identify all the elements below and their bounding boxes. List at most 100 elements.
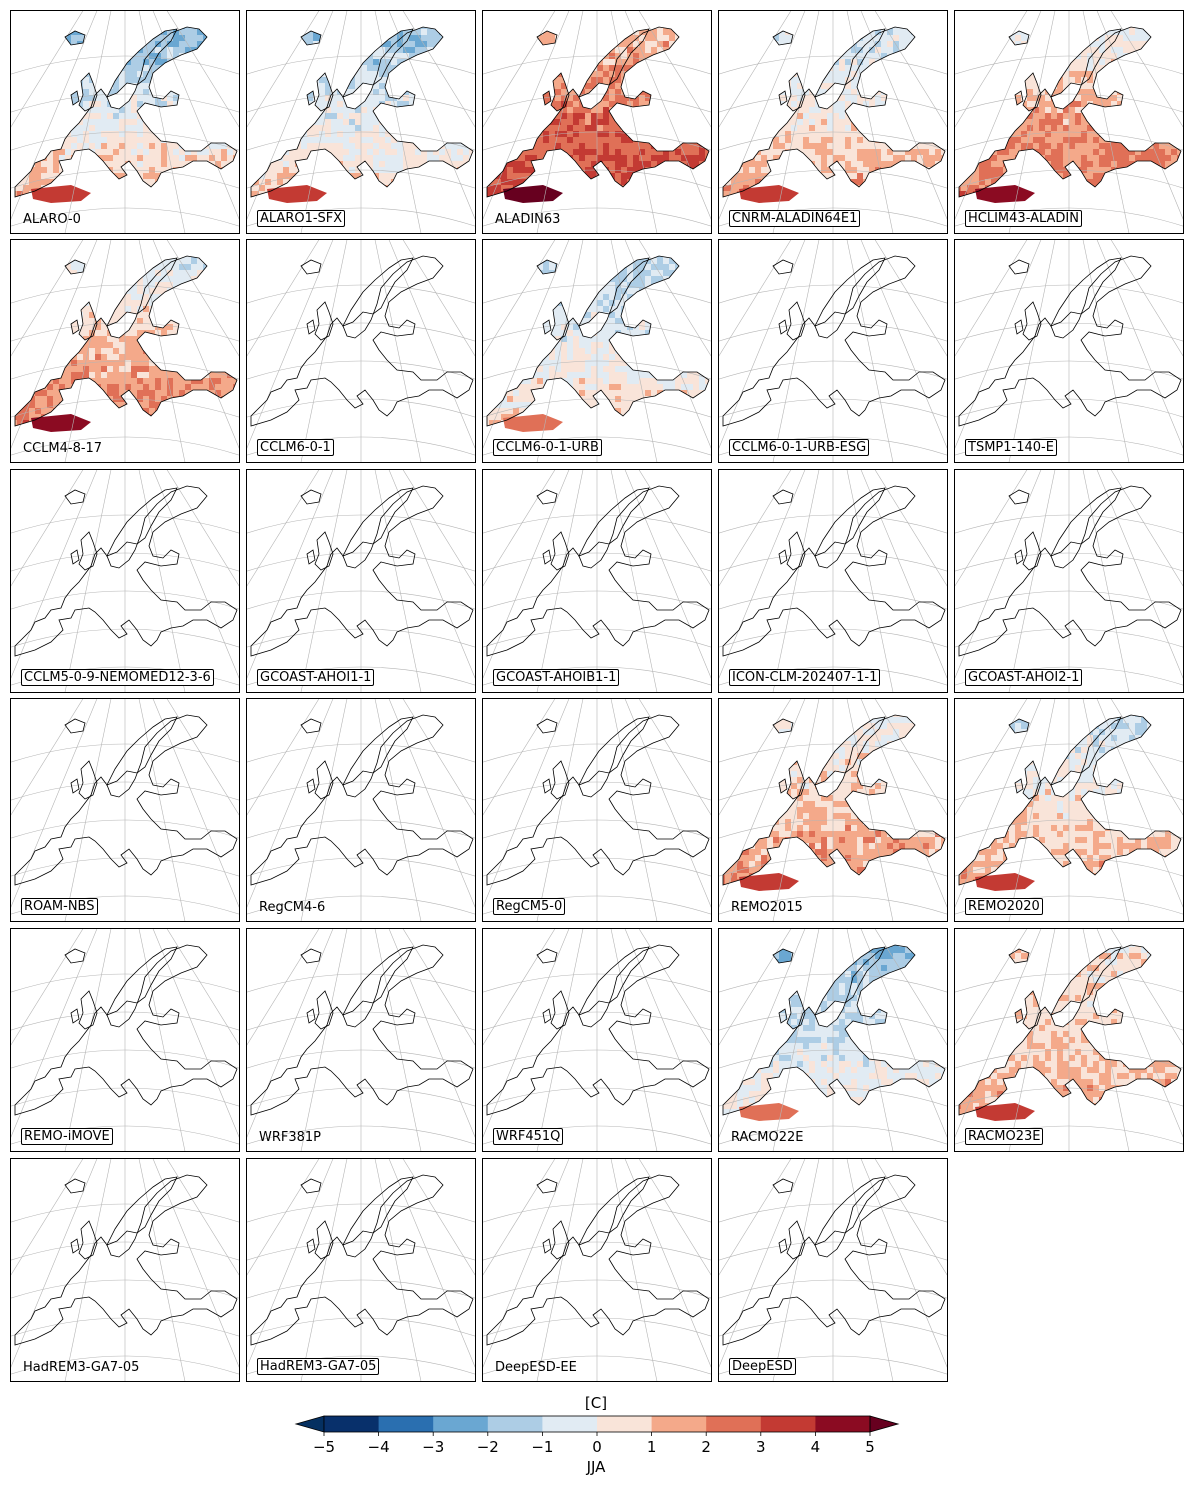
map-plot (719, 11, 947, 233)
colorbar-tick-label: −4 (368, 1438, 390, 1456)
map-panel: CCLM6-0-1-URB-ESG (718, 239, 948, 463)
colorbar-tick-label: 2 (701, 1438, 711, 1456)
colorbar-units-label: [C] (584, 1394, 608, 1412)
panel-title: WRF451Q (493, 1128, 564, 1145)
panel-title: GCOAST-AHOIB1-1 (493, 669, 620, 686)
panel-title: DeepESD-EE (495, 1360, 577, 1375)
panel-title: GCOAST-AHOI1-1 (257, 669, 375, 686)
map-panel: CCLM4-8-17 (10, 239, 240, 463)
colorbar-tick-label: 1 (647, 1438, 657, 1456)
colorbar-tick-label: −1 (531, 1438, 553, 1456)
colorbar-segment (597, 1416, 653, 1432)
map-panel: CCLM6-0-1-URB (482, 239, 712, 463)
map-plot (719, 929, 947, 1151)
map-plot (483, 929, 711, 1151)
panel-title: GCOAST-AHOI2-1 (965, 669, 1083, 686)
colorbar-scale: −5 −4 −3 −2 −1 0 1 2 3 4 5 (294, 1415, 900, 1456)
colorbar-tick-label: −5 (313, 1438, 335, 1456)
colorbar-tick-label: −3 (422, 1438, 444, 1456)
panel-title: CCLM6-0-1 (257, 439, 334, 456)
panel-title: RACMO23E (965, 1128, 1044, 1145)
map-panel: HadREM3-GA7-05 (10, 1158, 240, 1382)
map-panel: WRF381P (246, 928, 476, 1152)
map-plot (11, 699, 239, 921)
map-plot (719, 240, 947, 462)
colorbar-segment (433, 1416, 489, 1432)
map-plot (247, 929, 475, 1151)
map-plot (11, 11, 239, 233)
map-panel: GCOAST-AHOI1-1 (246, 469, 476, 693)
map-panel: CCLM6-0-1 (246, 239, 476, 463)
colorbar-tick-label: 3 (756, 1438, 766, 1456)
map-plot (11, 470, 239, 692)
map-plot (247, 699, 475, 921)
colorbar-segment (487, 1416, 543, 1432)
colorbar-season-label: JJA (586, 1458, 606, 1476)
map-plot (955, 11, 1183, 233)
map-plot (955, 699, 1183, 921)
map-plot (719, 699, 947, 921)
map-plot (483, 1159, 711, 1381)
colorbar: [C] −5 −4 −3 −2 −1 0 1 2 3 4 5 JJA (0, 1388, 1192, 1486)
map-plot (955, 929, 1183, 1151)
panel-title: CNRM-ALADIN64E1 (729, 210, 861, 227)
colorbar-segment (378, 1416, 434, 1432)
map-plot (247, 240, 475, 462)
colorbar-under-arrow (294, 1415, 325, 1433)
map-panel: ALADIN63 (482, 10, 712, 234)
map-plot (11, 240, 239, 462)
map-plot (955, 240, 1183, 462)
map-panel: GCOAST-AHOIB1-1 (482, 469, 712, 693)
map-panel: RACMO23E (954, 928, 1184, 1152)
map-panel: REMO2015 (718, 698, 948, 922)
panel-title: CCLM5-0-9-NEMOMED12-3-6 (21, 669, 214, 686)
map-panel: GCOAST-AHOI2-1 (954, 469, 1184, 693)
panel-title: REMO2015 (731, 900, 803, 915)
panel-title: ICON-CLM-202407-1-1 (729, 669, 881, 686)
map-plot (483, 699, 711, 921)
map-plot (483, 240, 711, 462)
map-panel: CNRM-ALADIN64E1 (718, 10, 948, 234)
map-panel: ALARO1-SFX (246, 10, 476, 234)
panel-title: RegCM4-6 (259, 900, 326, 915)
colorbar-over-arrow (869, 1415, 900, 1433)
map-plot (955, 470, 1183, 692)
colorbar-tick-label: 5 (865, 1438, 875, 1456)
panel-title: ALARO1-SFX (257, 210, 346, 227)
panel-title: REMO-iMOVE (21, 1128, 113, 1145)
map-panel: ALARO-0 (10, 10, 240, 234)
panel-title: CCLM4-8-17 (23, 441, 103, 456)
colorbar-segment (542, 1416, 598, 1432)
map-panel: ICON-CLM-202407-1-1 (718, 469, 948, 693)
map-plot (247, 470, 475, 692)
map-plot (719, 470, 947, 692)
map-panel: DeepESD-EE (482, 1158, 712, 1382)
map-plot (719, 1159, 947, 1381)
map-panel: ROAM-NBS (10, 698, 240, 922)
panel-title: REMO2020 (965, 898, 1043, 915)
map-panel: REMO2020 (954, 698, 1184, 922)
panel-title: RegCM5-0 (493, 898, 566, 915)
map-panel: RegCM5-0 (482, 698, 712, 922)
panel-title: HCLIM43-ALADIN (965, 210, 1082, 227)
map-plot (11, 1159, 239, 1381)
map-plot (247, 1159, 475, 1381)
panel-title: RACMO22E (731, 1130, 804, 1145)
panel-title: TSMP1-140-E (965, 439, 1057, 456)
panel-title: ALARO-0 (23, 212, 81, 227)
panel-title: ALADIN63 (495, 212, 561, 227)
panel-title: HadREM3-GA7-05 (23, 1360, 140, 1375)
colorbar-segment (815, 1416, 871, 1432)
map-plot (483, 11, 711, 233)
panel-title: HadREM3-GA7-05 (257, 1358, 380, 1375)
map-panel: RegCM4-6 (246, 698, 476, 922)
colorbar-tick-label: 0 (592, 1438, 602, 1456)
colorbar-segment (760, 1416, 816, 1432)
colorbar-segment (324, 1416, 380, 1432)
map-panel: RACMO22E (718, 928, 948, 1152)
map-panel: HadREM3-GA7-05 (246, 1158, 476, 1382)
colorbar-tick-label: −2 (477, 1438, 499, 1456)
panel-title: ROAM-NBS (21, 898, 98, 915)
map-panel: HCLIM43-ALADIN (954, 10, 1184, 234)
